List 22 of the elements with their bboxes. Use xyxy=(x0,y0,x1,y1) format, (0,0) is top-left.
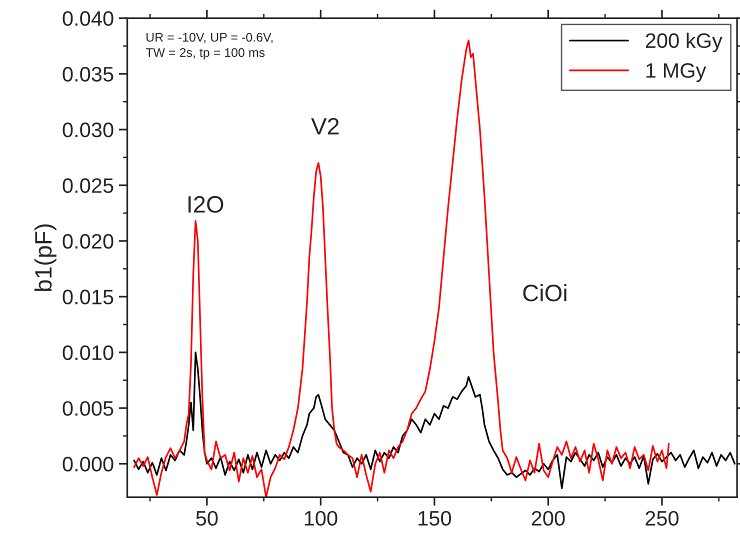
y-tick-label: 0.015 xyxy=(62,290,114,304)
annotation: UR = -10V, UP = -0.6V, TW = 2s, tp = 100 ms xyxy=(146,32,273,60)
y-tick-label: 0.030 xyxy=(62,122,114,138)
y-tick-label: 0.035 xyxy=(62,66,114,82)
legend-label: 1 MGy xyxy=(646,63,706,82)
y-tick-label: 0.025 xyxy=(62,178,114,194)
legend-label: 200 kGy xyxy=(646,32,722,52)
y-tick-label: 0.040 xyxy=(62,11,114,26)
x-tick-label: 200 xyxy=(532,510,565,526)
line-series xyxy=(133,352,736,490)
annotation: CiOi xyxy=(523,284,566,302)
x-tick-label: 50 xyxy=(196,510,218,526)
y-tick-label: 0.020 xyxy=(62,234,114,249)
annotation: V2 xyxy=(311,118,339,134)
y-axis-title: b1(pF) xyxy=(34,224,56,291)
x-tick-label: 250 xyxy=(646,510,679,526)
annotation: I2O xyxy=(188,196,224,213)
y-tick-label: 0.005 xyxy=(62,401,114,416)
y-tick-label: 0.000 xyxy=(62,456,114,472)
x-tick-label: 150 xyxy=(418,510,451,526)
x-tick-label: 100 xyxy=(304,510,338,526)
y-tick-label: 0.010 xyxy=(62,345,114,360)
